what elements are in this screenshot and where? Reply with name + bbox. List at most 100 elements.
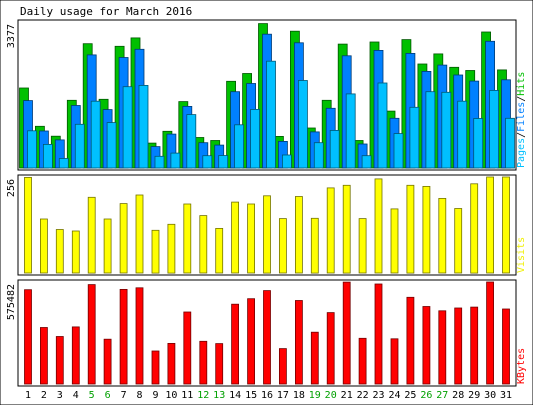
x-tick-label-8: 8 [136, 390, 142, 401]
side-label-separator: / [516, 132, 527, 138]
bar-visits-visits-23 [374, 178, 383, 274]
side-label-hits: Hits [516, 72, 527, 96]
bar-requests-pages-6 [106, 122, 117, 169]
bar-kbytes-kbytes-17 [278, 348, 287, 385]
x-tick-label-12: 12 [197, 390, 209, 401]
bar-kbytes-kbytes-7 [119, 288, 128, 385]
x-tick-label-28: 28 [452, 390, 464, 401]
x-tick-label-27: 27 [436, 390, 448, 401]
bar-kbytes-kbytes-1 [24, 289, 32, 385]
bar-kbytes-kbytes-3 [55, 336, 64, 385]
bar-requests-pages-16 [266, 60, 276, 169]
bar-visits-visits-4 [71, 230, 80, 274]
bar-visits-visits-27 [438, 197, 447, 274]
bar-visits-visits-1 [24, 176, 32, 274]
side-label-pages: Pages [516, 138, 527, 168]
x-tick-label-16: 16 [261, 390, 273, 401]
x-tick-label-1: 1 [25, 390, 31, 401]
bar-visits-visits-25 [406, 184, 415, 274]
bar-requests-pages-11 [186, 114, 197, 169]
bar-requests-pages-26 [425, 91, 436, 169]
bar-kbytes-kbytes-10 [167, 342, 176, 385]
x-tick-label-30: 30 [484, 390, 496, 401]
x-tick-label-13: 13 [213, 390, 225, 401]
bar-requests-pages-24 [393, 133, 404, 169]
bar-visits-visits-5 [87, 196, 96, 274]
x-tick-label-29: 29 [468, 390, 480, 401]
bar-requests-pages-8 [138, 85, 149, 169]
x-tick-label-23: 23 [372, 390, 384, 401]
bar-requests-pages-19 [313, 142, 324, 169]
bar-requests-pages-5 [90, 100, 101, 169]
bar-visits-visits-29 [470, 183, 479, 274]
max-label-visits: 256 [6, 179, 17, 197]
side-label-requests: Pages/Files/Hits [516, 72, 527, 168]
bar-requests-pages-23 [377, 82, 388, 169]
bar-kbytes-kbytes-25 [406, 296, 415, 385]
chart-title: Daily usage for March 2016 [20, 5, 192, 18]
x-tick-label-5: 5 [89, 390, 95, 401]
bar-requests-pages-4 [74, 123, 85, 169]
side-label-kbytes: KBytes [516, 348, 527, 384]
x-tick-label-21: 21 [341, 390, 353, 401]
bar-kbytes-kbytes-8 [135, 287, 144, 385]
bar-requests-pages-15 [250, 109, 261, 169]
side-label-visits: Visits [516, 237, 527, 273]
panel-kbytes: 575482 KBytes [6, 279, 527, 387]
x-tick-label-20: 20 [325, 390, 337, 401]
x-tick-label-2: 2 [41, 390, 47, 401]
bar-visits-visits-26 [422, 185, 431, 274]
panel-visits: 256 Visits [6, 174, 527, 276]
chart-panels: 3377Pages/Files/Hits256Visits575482KByte… [6, 19, 527, 387]
bar-visits-visits-10 [167, 223, 176, 274]
bar-kbytes-kbytes-16 [263, 290, 271, 385]
bar-kbytes-kbytes-22 [358, 337, 367, 385]
bar-visits-visits-18 [294, 196, 303, 274]
bar-requests-pages-17 [281, 154, 292, 169]
bar-kbytes-kbytes-24 [390, 338, 399, 385]
bar-visits-visits-9 [151, 229, 160, 274]
x-tick-label-14: 14 [229, 390, 241, 401]
max-label-requests: 3377 [6, 24, 17, 48]
x-tick-label-3: 3 [57, 390, 63, 401]
side-label-kbytes: KBytes [516, 348, 527, 384]
bar-kbytes-kbytes-14 [231, 303, 240, 385]
bar-visits-visits-24 [390, 208, 399, 274]
bar-visits-visits-19 [310, 217, 319, 274]
bar-kbytes-kbytes-26 [422, 306, 431, 385]
bar-kbytes-kbytes-31 [502, 308, 510, 385]
x-tick-label-22: 22 [357, 390, 369, 401]
x-tick-label-26: 26 [420, 390, 432, 401]
x-tick-label-18: 18 [293, 390, 305, 401]
x-tick-label-6: 6 [105, 390, 111, 401]
x-tick-label-24: 24 [388, 390, 400, 401]
bar-requests-pages-1 [27, 130, 37, 169]
bar-requests-pages-25 [409, 106, 420, 169]
bar-kbytes-kbytes-23 [374, 283, 383, 385]
bar-visits-visits-31 [502, 176, 510, 274]
x-tick-label-10: 10 [165, 390, 177, 401]
bar-requests-pages-18 [297, 80, 308, 169]
x-tick-label-15: 15 [245, 390, 257, 401]
bar-kbytes-kbytes-11 [183, 311, 192, 385]
bar-visits-visits-28 [454, 208, 463, 274]
bar-visits-visits-7 [119, 203, 128, 274]
bar-kbytes-kbytes-12 [199, 340, 208, 385]
bar-visits-visits-13 [215, 227, 224, 274]
x-tick-label-17: 17 [277, 390, 289, 401]
bar-requests-pages-9 [154, 155, 165, 169]
bar-visits-visits-22 [358, 218, 367, 274]
x-tick-label-4: 4 [73, 390, 79, 401]
bar-kbytes-kbytes-30 [486, 281, 495, 385]
side-label-files: Files [516, 102, 527, 132]
bar-visits-visits-11 [183, 203, 192, 274]
bar-requests-pages-31 [505, 117, 515, 169]
bar-visits-visits-3 [55, 229, 64, 274]
bar-visits-visits-14 [231, 201, 240, 274]
bar-requests-pages-28 [457, 100, 468, 169]
x-tick-label-9: 9 [152, 390, 158, 401]
bar-kbytes-kbytes-20 [326, 312, 335, 385]
bar-requests-pages-21 [345, 93, 356, 169]
bar-requests-pages-30 [489, 90, 500, 169]
